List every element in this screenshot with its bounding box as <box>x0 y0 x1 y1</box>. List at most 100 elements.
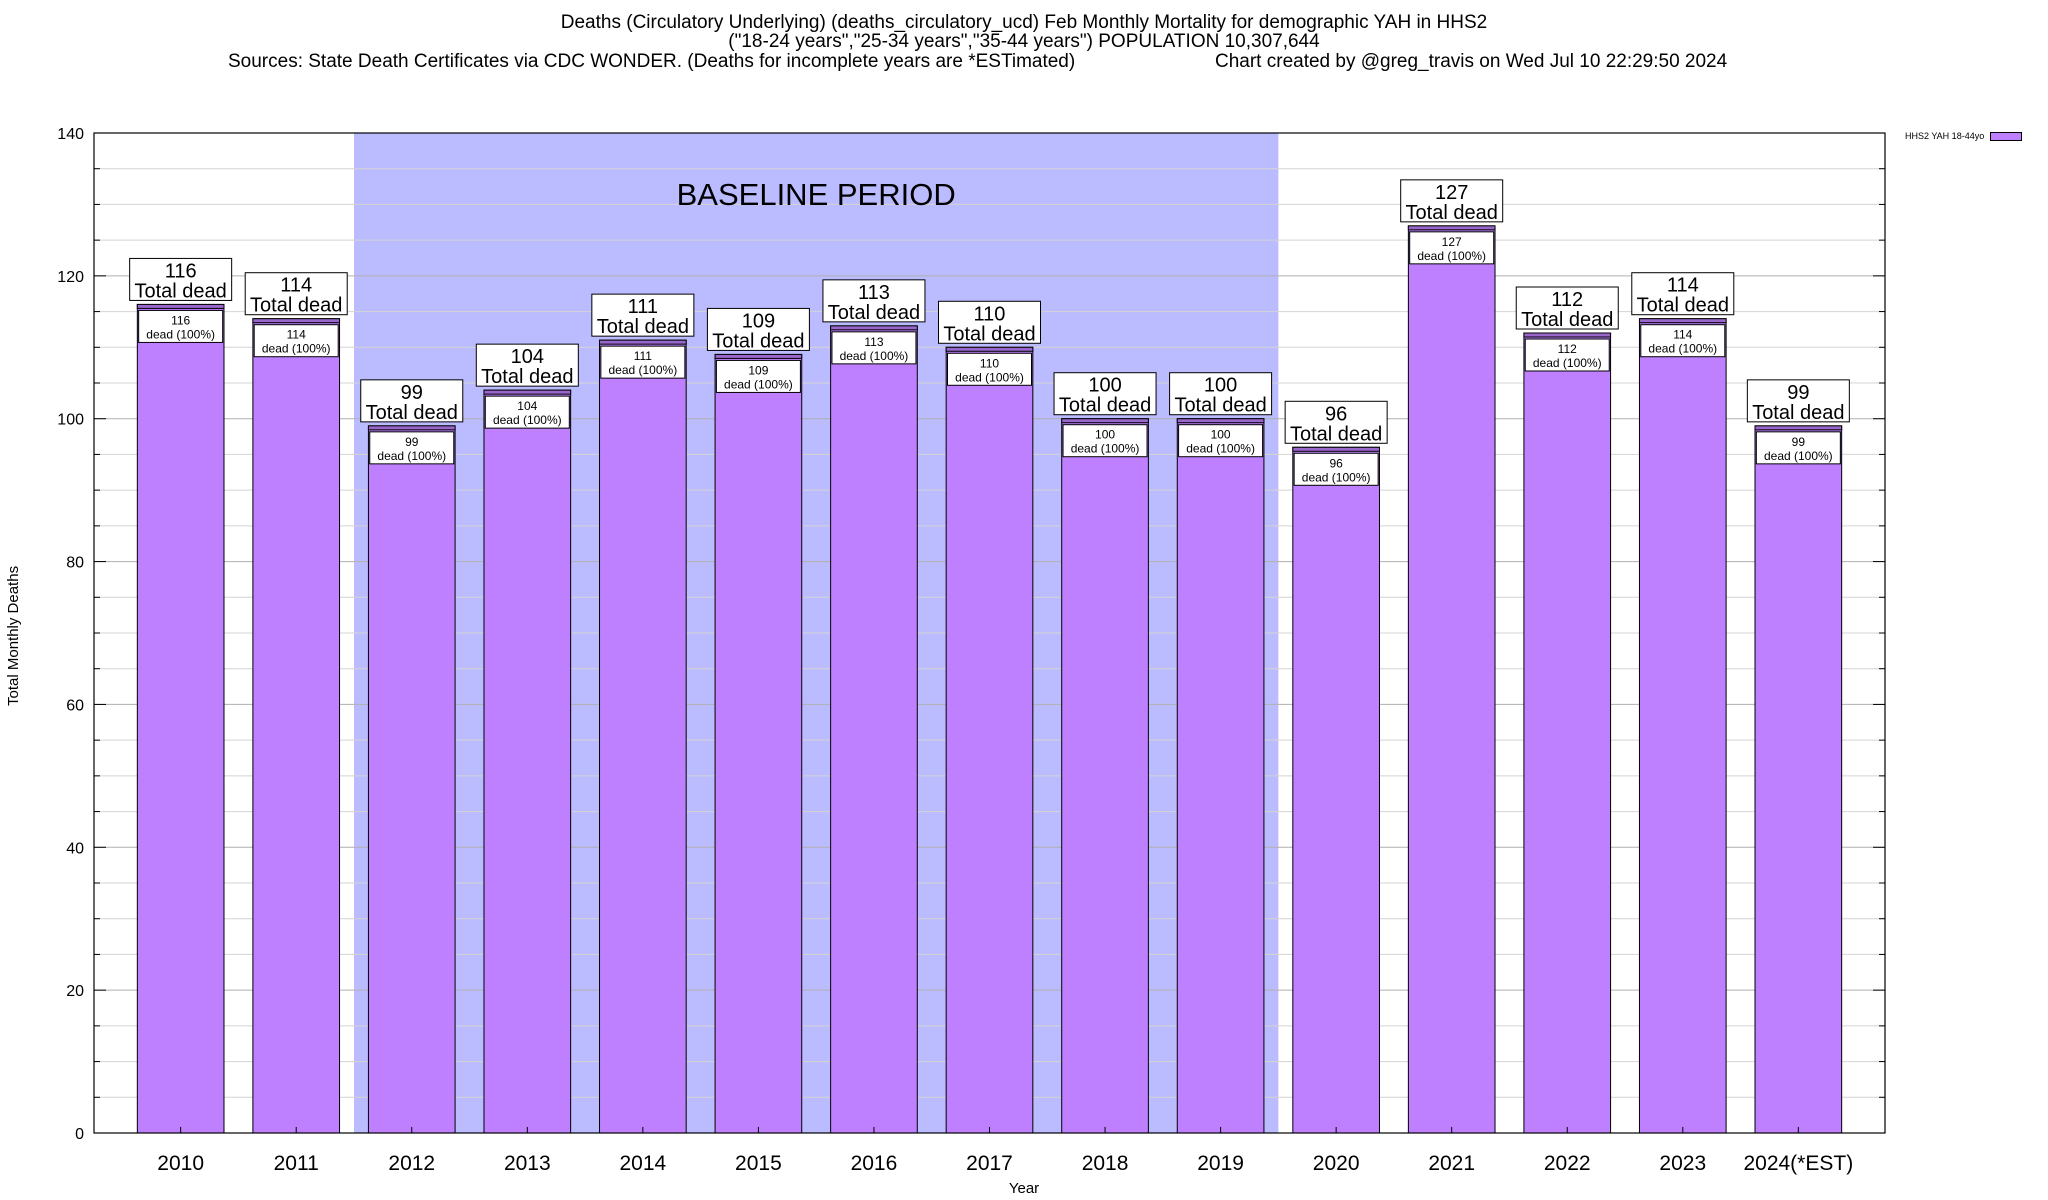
chart-subtitle: ("18-24 years","25-34 years","35-44 year… <box>728 31 1320 52</box>
total-value-label: 99 <box>401 382 423 404</box>
bar-value-label: 113 <box>864 335 883 349</box>
bar-value-box <box>1640 324 1726 358</box>
total-box <box>591 293 695 337</box>
x-tick-label: 2016 <box>851 1152 898 1175</box>
bar-value-label: 114 <box>287 328 306 342</box>
total-box <box>244 272 348 316</box>
total-dead-label: Total dead <box>481 366 573 388</box>
total-box <box>475 343 579 387</box>
total-value-label: 96 <box>1325 403 1347 425</box>
x-tick-label: 2023 <box>1659 1152 1706 1175</box>
bar-value-box <box>138 309 224 343</box>
total-box <box>1169 372 1273 416</box>
bar-percent-label: dead (100%) <box>1648 342 1717 356</box>
bar-percent-label: dead (100%) <box>955 370 1024 384</box>
total-box <box>706 307 810 351</box>
total-value-label: 116 <box>165 260 197 282</box>
x-tick-label: 2019 <box>1197 1152 1244 1175</box>
total-value-label: 100 <box>1088 375 1121 397</box>
total-value-label: 111 <box>628 296 658 318</box>
baseline-period-label: BASELINE PERIOD <box>677 177 956 212</box>
total-dead-label: Total dead <box>1752 402 1844 424</box>
bar-percent-label: dead (100%) <box>1533 356 1602 370</box>
legend-label: HHS2 YAH 18-44yo <box>1905 131 1985 141</box>
bar-value-box <box>947 352 1032 386</box>
x-tick-label: 2018 <box>1082 1152 1129 1175</box>
bar <box>483 389 572 1134</box>
bar-value-box <box>715 359 801 393</box>
bar-percent-label: dead (100%) <box>1302 470 1371 484</box>
total-dead-label: Total dead <box>1174 395 1266 417</box>
total-box <box>938 300 1041 344</box>
total-value-label: 113 <box>858 282 890 304</box>
total-box <box>1746 379 1850 423</box>
y-axis-label: Total Monthly Deaths <box>5 565 22 706</box>
bar <box>1407 225 1496 1134</box>
bar-percent-label: dead (100%) <box>1764 449 1833 463</box>
y-tick-label: 0 <box>75 1126 84 1143</box>
bar-value-box <box>1409 231 1495 265</box>
y-tick-label: 140 <box>57 126 84 143</box>
y-tick-label: 20 <box>66 983 84 1000</box>
bar-cap <box>1754 425 1843 431</box>
bar-percent-label: dead (100%) <box>262 342 331 356</box>
bar <box>252 318 341 1134</box>
bar <box>599 339 687 1134</box>
bar-value-box <box>600 345 686 379</box>
x-tick-label: 2024(*EST) <box>1743 1152 1853 1175</box>
total-box <box>822 279 926 323</box>
bar <box>1638 318 1727 1134</box>
bar-value-box <box>369 431 455 465</box>
total-box <box>1284 400 1388 444</box>
bar-cap <box>714 353 803 359</box>
bar-value-label: 114 <box>1673 328 1692 342</box>
plot-frame <box>93 132 1886 1134</box>
bar-value-label: 116 <box>171 313 190 327</box>
y-tick-label: 60 <box>66 697 84 714</box>
bar-value-label: 110 <box>980 356 999 370</box>
total-value-label: 104 <box>511 346 544 368</box>
x-axis-label: Year <box>1008 1180 1040 1197</box>
total-value-label: 110 <box>974 303 1006 325</box>
bar-percent-label: dead (100%) <box>377 449 446 463</box>
total-dead-label: Total dead <box>597 316 689 338</box>
bar <box>830 325 918 1134</box>
total-box <box>1631 272 1735 316</box>
bar <box>945 346 1034 1134</box>
y-tick-label: 120 <box>57 269 84 286</box>
y-tick-label: 40 <box>66 840 84 857</box>
y-tick-label: 80 <box>66 555 84 572</box>
bar-cap <box>1523 332 1612 338</box>
bar-cap <box>1638 318 1727 324</box>
bar-percent-label: dead (100%) <box>1071 442 1140 456</box>
x-tick-label: 2022 <box>1544 1152 1591 1175</box>
bar-percent-label: dead (100%) <box>724 377 793 391</box>
bar-value-box <box>484 395 570 429</box>
total-dead-label: Total dead <box>1637 295 1729 317</box>
bar-value-label: 99 <box>405 435 419 449</box>
bar-value-label: 127 <box>1442 235 1462 249</box>
total-value-label: 127 <box>1435 182 1468 204</box>
bar-cap <box>367 425 456 431</box>
total-box <box>129 257 233 301</box>
bar-value-box <box>831 331 917 365</box>
bar <box>367 425 456 1134</box>
total-dead-label: Total dead <box>250 295 342 317</box>
bar-cap <box>599 339 687 345</box>
bar-cap <box>1407 225 1496 231</box>
chart-sources: Sources: State Death Certificates via CD… <box>228 51 1076 72</box>
total-dead-label: Total dead <box>828 302 920 324</box>
bar-value-box <box>1755 431 1841 465</box>
bar-value-box <box>1293 452 1379 486</box>
total-value-label: 114 <box>280 275 312 297</box>
total-dead-label: Total dead <box>135 280 227 302</box>
x-tick-label: 2012 <box>388 1152 435 1175</box>
chart-title: Deaths (Circulatory Underlying) (deaths_… <box>560 12 1488 33</box>
bar-cap <box>136 303 225 309</box>
bar-value-label: 100 <box>1211 428 1231 442</box>
total-dead-label: Total dead <box>1059 395 1151 417</box>
total-dead-label: Total dead <box>1521 309 1613 331</box>
x-tick-label: 2017 <box>966 1152 1013 1175</box>
bar-cap <box>1292 446 1380 452</box>
